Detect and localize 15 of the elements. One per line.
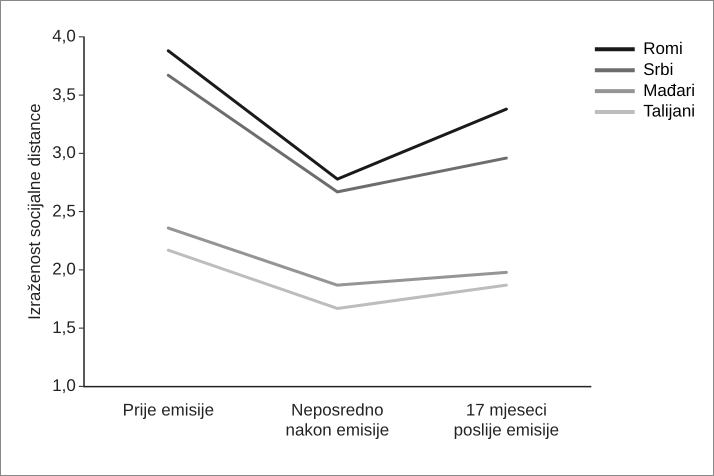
legend-label: Romi (643, 38, 683, 58)
y-tick-label: 3,5 (52, 84, 76, 104)
legend-label: Talijani (643, 102, 696, 121)
x-tick-label: Neposredno nakon emisije (286, 400, 390, 440)
y-tick-label: 4,0 (52, 26, 76, 46)
legend-label: Srbi (643, 60, 674, 79)
y-tick-label: 2,5 (52, 201, 76, 220)
y-axis-title: Izraženost socijalne distance (24, 104, 44, 320)
y-tick-label: 1,0 (52, 376, 76, 396)
x-tick-label: 17 mjeseci poslije emisije (454, 400, 560, 440)
y-tick-label: 1,5 (52, 318, 76, 337)
x-tick-label: Prije emisije (122, 400, 214, 420)
y-tick-label: 3,0 (52, 143, 76, 162)
legend-label: Mađari (643, 80, 696, 100)
y-tick-label: 2,0 (52, 260, 76, 279)
